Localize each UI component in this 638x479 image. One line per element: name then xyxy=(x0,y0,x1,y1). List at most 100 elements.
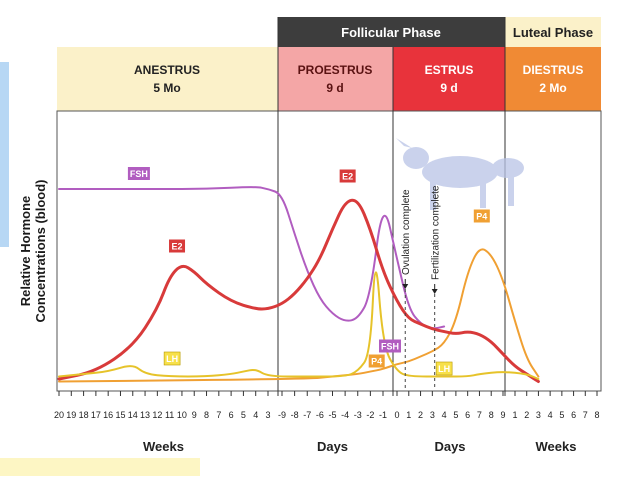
plot-frame xyxy=(56,110,602,392)
y-axis-title-line2: Concentrations (blood) xyxy=(33,180,48,323)
estrus-name: ESTRUS xyxy=(425,63,474,77)
x-tick-label: 9 xyxy=(192,410,197,420)
x-tick-label: -7 xyxy=(303,410,311,420)
series-tag-box xyxy=(435,361,453,376)
x-tick-label: 2 xyxy=(418,410,423,420)
dog-silhouette-image xyxy=(396,138,524,210)
annotation-arrow-head xyxy=(431,289,438,294)
stage-proestrus: PROESTRUS 9 d xyxy=(278,47,393,111)
x-tick-label: 3 xyxy=(430,410,435,420)
x-tick-label: 0 xyxy=(394,410,399,420)
series-tag-fsh: FSH xyxy=(130,169,148,179)
x-tick-label: 4 xyxy=(548,410,553,420)
series-tag-e2: E2 xyxy=(172,242,183,252)
x-tick-label: 1 xyxy=(512,410,517,420)
anestrus-band xyxy=(57,47,278,111)
x-tick-label: 7 xyxy=(583,410,588,420)
x-tick-label: 4 xyxy=(253,410,258,420)
x-tick-label: 6 xyxy=(571,410,576,420)
series-layer xyxy=(57,186,540,383)
x-unit-label: Weeks xyxy=(536,439,577,454)
x-tick-label: -8 xyxy=(291,410,299,420)
diestrus-duration: 2 Mo xyxy=(539,81,566,95)
annotation-text: Fertilization complete xyxy=(431,185,442,280)
series-line-fsh xyxy=(58,186,446,330)
proestrus-name: PROESTRUS xyxy=(298,63,373,77)
x-tick-label: 6 xyxy=(465,410,470,420)
x-tick-label: -6 xyxy=(316,410,324,420)
series-tag-p4: P4 xyxy=(476,212,487,222)
x-tick-label: 13 xyxy=(140,410,150,420)
stage-anestrus: ANESTRUS 5 Mo xyxy=(57,47,278,111)
x-unit-label: Days xyxy=(434,439,465,454)
series-tag-fsh: FSH xyxy=(381,342,399,352)
series-tag-lh: LH xyxy=(166,354,178,364)
x-tick-label: 4 xyxy=(442,410,447,420)
estrus-duration: 9 d xyxy=(440,81,457,95)
x-tick-label: 3 xyxy=(536,410,541,420)
y-axis-title-line1: Relative Hormone xyxy=(18,196,33,307)
luteal-phase-band xyxy=(505,17,601,47)
x-tick-label: 18 xyxy=(79,410,89,420)
x-tick-label: 10 xyxy=(177,410,187,420)
series-labels-layer: FSH FSH E2 E2 LH LH P4 P4 xyxy=(127,167,490,376)
x-tick-label: 7 xyxy=(216,410,221,420)
anestrus-duration: 5 Mo xyxy=(153,81,180,95)
luteal-phase-label: Luteal Phase xyxy=(513,25,593,40)
series-tag-box xyxy=(473,209,490,223)
x-tick-label: -4 xyxy=(341,410,349,420)
x-tick-label: 14 xyxy=(128,410,138,420)
bottom-accent-bar xyxy=(0,458,200,476)
series-line-e2 xyxy=(57,198,540,383)
series-tag-e2: E2 xyxy=(342,172,353,182)
x-tick-label: 12 xyxy=(152,410,162,420)
x-tick-label: -5 xyxy=(328,410,336,420)
stage-diestrus: DIESTRUS 2 Mo xyxy=(505,47,601,111)
series-line-lh xyxy=(58,271,540,380)
x-tick-label: 8 xyxy=(204,410,209,420)
x-tick-label: 5 xyxy=(559,410,564,420)
x-tick-label: -9 xyxy=(278,410,286,420)
x-tick-label: 17 xyxy=(91,410,101,420)
x-tick-label: -3 xyxy=(354,410,362,420)
annotation-arrow-head xyxy=(402,284,409,289)
x-unit-label: Days xyxy=(317,439,348,454)
series-tag-box xyxy=(127,167,150,180)
x-tick-label: -2 xyxy=(366,410,374,420)
x-tick-label: 19 xyxy=(66,410,76,420)
series-tag-box xyxy=(368,354,385,368)
x-tick-label: 7 xyxy=(477,410,482,420)
x-tick-label: 16 xyxy=(103,410,113,420)
proestrus-band xyxy=(278,47,393,111)
series-tag-box xyxy=(169,239,186,253)
y-axis-title-group: Relative Hormone Concentrations (blood) xyxy=(18,180,48,323)
x-unit-label: Weeks xyxy=(143,439,184,454)
anestrus-name: ANESTRUS xyxy=(134,63,200,77)
proestrus-duration: 9 d xyxy=(326,81,343,95)
series-tag-box xyxy=(163,351,181,366)
annotation-text: Ovulation complete xyxy=(401,189,412,275)
x-tick-label: 1 xyxy=(406,410,411,420)
estrus-band xyxy=(393,47,505,111)
x-tick-label: 3 xyxy=(265,410,270,420)
x-tick-label: 8 xyxy=(594,410,599,420)
x-tick-label: 11 xyxy=(165,410,174,420)
x-tick-label: 20 xyxy=(54,410,64,420)
series-tag-p4: P4 xyxy=(371,357,382,367)
annotation-layer: Ovulation complete Fertilization complete xyxy=(401,185,442,390)
series-tag-lh: LH xyxy=(438,364,450,374)
x-tick-label: 2 xyxy=(524,410,529,420)
diestrus-band xyxy=(505,47,601,111)
x-tick-label: 5 xyxy=(453,410,458,420)
x-tick-label: 8 xyxy=(489,410,494,420)
follicular-phase-band xyxy=(278,17,505,47)
left-accent-bar xyxy=(0,62,9,247)
follicular-phase-label: Follicular Phase xyxy=(341,25,441,40)
x-tick-label: 5 xyxy=(241,410,246,420)
series-tag-box xyxy=(339,169,356,183)
series-tag-box xyxy=(379,339,401,353)
diestrus-name: DIESTRUS xyxy=(523,63,584,77)
x-tick-label: 15 xyxy=(115,410,125,420)
